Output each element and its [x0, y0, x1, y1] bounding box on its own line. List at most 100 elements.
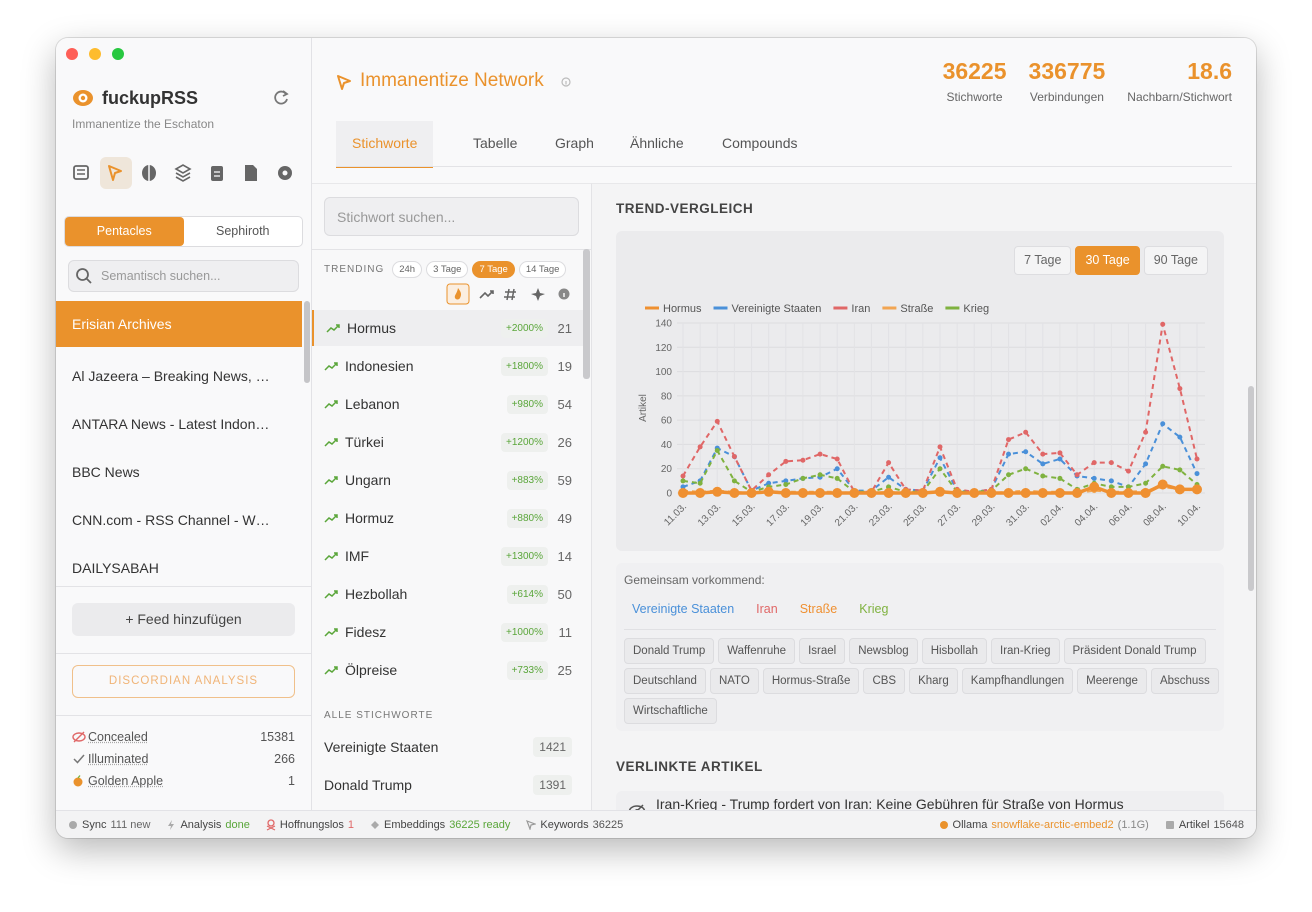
period-chip[interactable]: 7 Tage	[472, 261, 515, 278]
tag[interactable]: Israel	[799, 638, 846, 664]
trend-change: +733%	[506, 660, 548, 680]
data-point	[1057, 475, 1063, 481]
data-point	[1160, 463, 1166, 469]
tab[interactable]: Stichworte	[336, 121, 434, 168]
stat-label[interactable]: Golden Apple	[88, 774, 164, 788]
cooccurring-keywords: Vereinigte Staaten Iran Straße Krieg	[632, 602, 888, 616]
x-tick-label: 15.03.	[730, 501, 757, 528]
data-point	[937, 444, 943, 450]
data-point	[1040, 473, 1046, 479]
status-value: 1	[347, 819, 355, 831]
app-name: fuckupRSS	[102, 88, 199, 108]
tag[interactable]: Hisbollah	[921, 638, 987, 664]
tag[interactable]: Meerenge	[1077, 668, 1147, 694]
tab[interactable]: Compounds	[722, 135, 798, 151]
cooccurring-keyword[interactable]: Iran	[756, 602, 778, 616]
trending-keyword[interactable]: Hezbollah +614% 50	[312, 576, 584, 612]
data-point	[714, 448, 720, 453]
zoom-button[interactable]	[112, 48, 124, 60]
keyword[interactable]: Donald Trump 1391	[312, 767, 584, 803]
x-tick-label: 29.03.	[970, 501, 997, 528]
info-icon[interactable]	[561, 77, 571, 87]
tag[interactable]: NATO	[709, 668, 759, 694]
tag[interactable]: Donald Trump	[624, 638, 715, 664]
trend-sort-icons[interactable]	[446, 283, 576, 305]
trend-change: +980%	[506, 394, 548, 414]
stat-label[interactable]: Concealed	[88, 730, 148, 744]
trending-keyword[interactable]: Türkei +1200% 26	[312, 424, 584, 460]
nav-icons[interactable]	[64, 161, 304, 185]
mode-option[interactable]: Sephiroth	[215, 224, 270, 238]
trending-keyword[interactable]: Hormus +2000% 21	[312, 310, 584, 346]
feed-item[interactable]: BBC News	[72, 464, 140, 480]
semantic-search[interactable]: Semantisch suchen...	[68, 260, 299, 292]
tag[interactable]: Iran-Krieg	[991, 638, 1060, 664]
x-tick-label: 19.03.	[799, 501, 826, 528]
range-button[interactable]: 30 Tage	[1075, 246, 1140, 275]
data-point	[832, 488, 843, 498]
trending-keyword[interactable]: Indonesien +1800% 19	[312, 348, 584, 384]
tag[interactable]: Präsident Donald Trump	[1063, 638, 1206, 664]
keyword-count: 1391	[533, 775, 572, 795]
keyword-count: 26	[557, 434, 572, 450]
range-button[interactable]: 90 Tage	[1143, 246, 1208, 275]
refresh-button[interactable]	[272, 88, 290, 106]
y-tick-label: 80	[661, 391, 673, 402]
period-chip[interactable]: 14 Tage	[518, 261, 567, 278]
keyword[interactable]: Vereinigte Staaten 1421	[312, 729, 584, 765]
tab[interactable]: Graph	[555, 135, 594, 151]
tag[interactable]: Hormus-Straße	[762, 668, 860, 694]
cooccurring-keyword[interactable]: Krieg	[859, 602, 889, 616]
close-button[interactable]	[66, 48, 78, 60]
tag[interactable]: CBS	[863, 668, 906, 694]
feed-item[interactable]: Erisian Archives	[56, 301, 302, 347]
minimize-button[interactable]	[89, 48, 101, 60]
feed-item[interactable]: ANTARA News - Latest Indon…	[72, 416, 270, 432]
trending-keyword[interactable]: IMF +1300% 14	[312, 538, 584, 574]
status-item: Keywords 36225	[526, 819, 623, 831]
x-tick-label: 04.04.	[1073, 501, 1100, 528]
stat-caption: Verbindungen	[1029, 90, 1104, 104]
cooccurring-keyword[interactable]: Vereinigte Staaten	[632, 602, 735, 616]
tab[interactable]: Ähnliche	[630, 135, 684, 151]
keyword-search[interactable]: Stichwort suchen...	[324, 197, 579, 236]
trending-keyword[interactable]: Fidesz +1000% 11	[312, 614, 584, 650]
tab[interactable]: Tabelle	[473, 135, 518, 151]
add-feed-button[interactable]: + Feed hinzufügen	[72, 603, 295, 636]
feed-item[interactable]: Al Jazeera – Breaking News, …	[72, 368, 270, 384]
trending-keyword[interactable]: Ungarn +883% 59	[312, 462, 584, 498]
tag[interactable]: Deutschland	[624, 668, 706, 694]
mode-toggle: Pentacles Sephiroth	[64, 216, 303, 247]
data-point	[714, 418, 720, 424]
feed-item[interactable]: CNN.com - RSS Channel - W…	[72, 512, 270, 528]
cooccurring-keyword[interactable]: Straße	[799, 602, 838, 616]
tag[interactable]: Newsblog	[849, 638, 918, 664]
tag[interactable]: Kharg	[909, 668, 958, 694]
analysis-button[interactable]: DISCORDIAN ANALYSIS	[72, 665, 295, 698]
stat-label[interactable]: Illuminated	[88, 752, 149, 766]
tag[interactable]: Wirtschaftliche	[624, 698, 717, 724]
trending-keyword[interactable]: Ölpreise +733% 25	[312, 652, 584, 688]
data-point	[937, 466, 943, 472]
mode-option[interactable]: Pentacles	[65, 217, 184, 246]
data-point	[746, 488, 757, 498]
feed-item[interactable]: DAILYSABAH	[72, 560, 159, 576]
data-point	[783, 478, 789, 484]
stat-caption: Nachbarn/Stichwort	[1127, 90, 1232, 104]
range-button[interactable]: 7 Tage	[1014, 246, 1072, 275]
period-chip[interactable]: 24h	[392, 261, 423, 278]
tag[interactable]: Abschuss	[1150, 668, 1219, 694]
keyword-name: Vereinigte Staaten	[324, 739, 439, 755]
data-point	[1072, 488, 1083, 498]
logo-icon	[73, 90, 93, 106]
trending-keyword[interactable]: Hormuz +880% 49	[312, 500, 584, 536]
tag[interactable]: Kampfhandlungen	[961, 668, 1074, 694]
keyword-count: 54	[557, 396, 572, 412]
period-chip[interactable]: 3 Tage	[426, 261, 469, 278]
scrollbar	[1248, 386, 1254, 591]
tag[interactable]: Waffenruhe	[718, 638, 796, 664]
trending-keyword[interactable]: Lebanon +980% 54	[312, 386, 584, 422]
data-point	[1020, 488, 1031, 498]
article-item[interactable]: Iran-Krieg - Trump fordert von Iran: Kei…	[616, 791, 1224, 811]
y-tick-label: 40	[661, 440, 673, 451]
